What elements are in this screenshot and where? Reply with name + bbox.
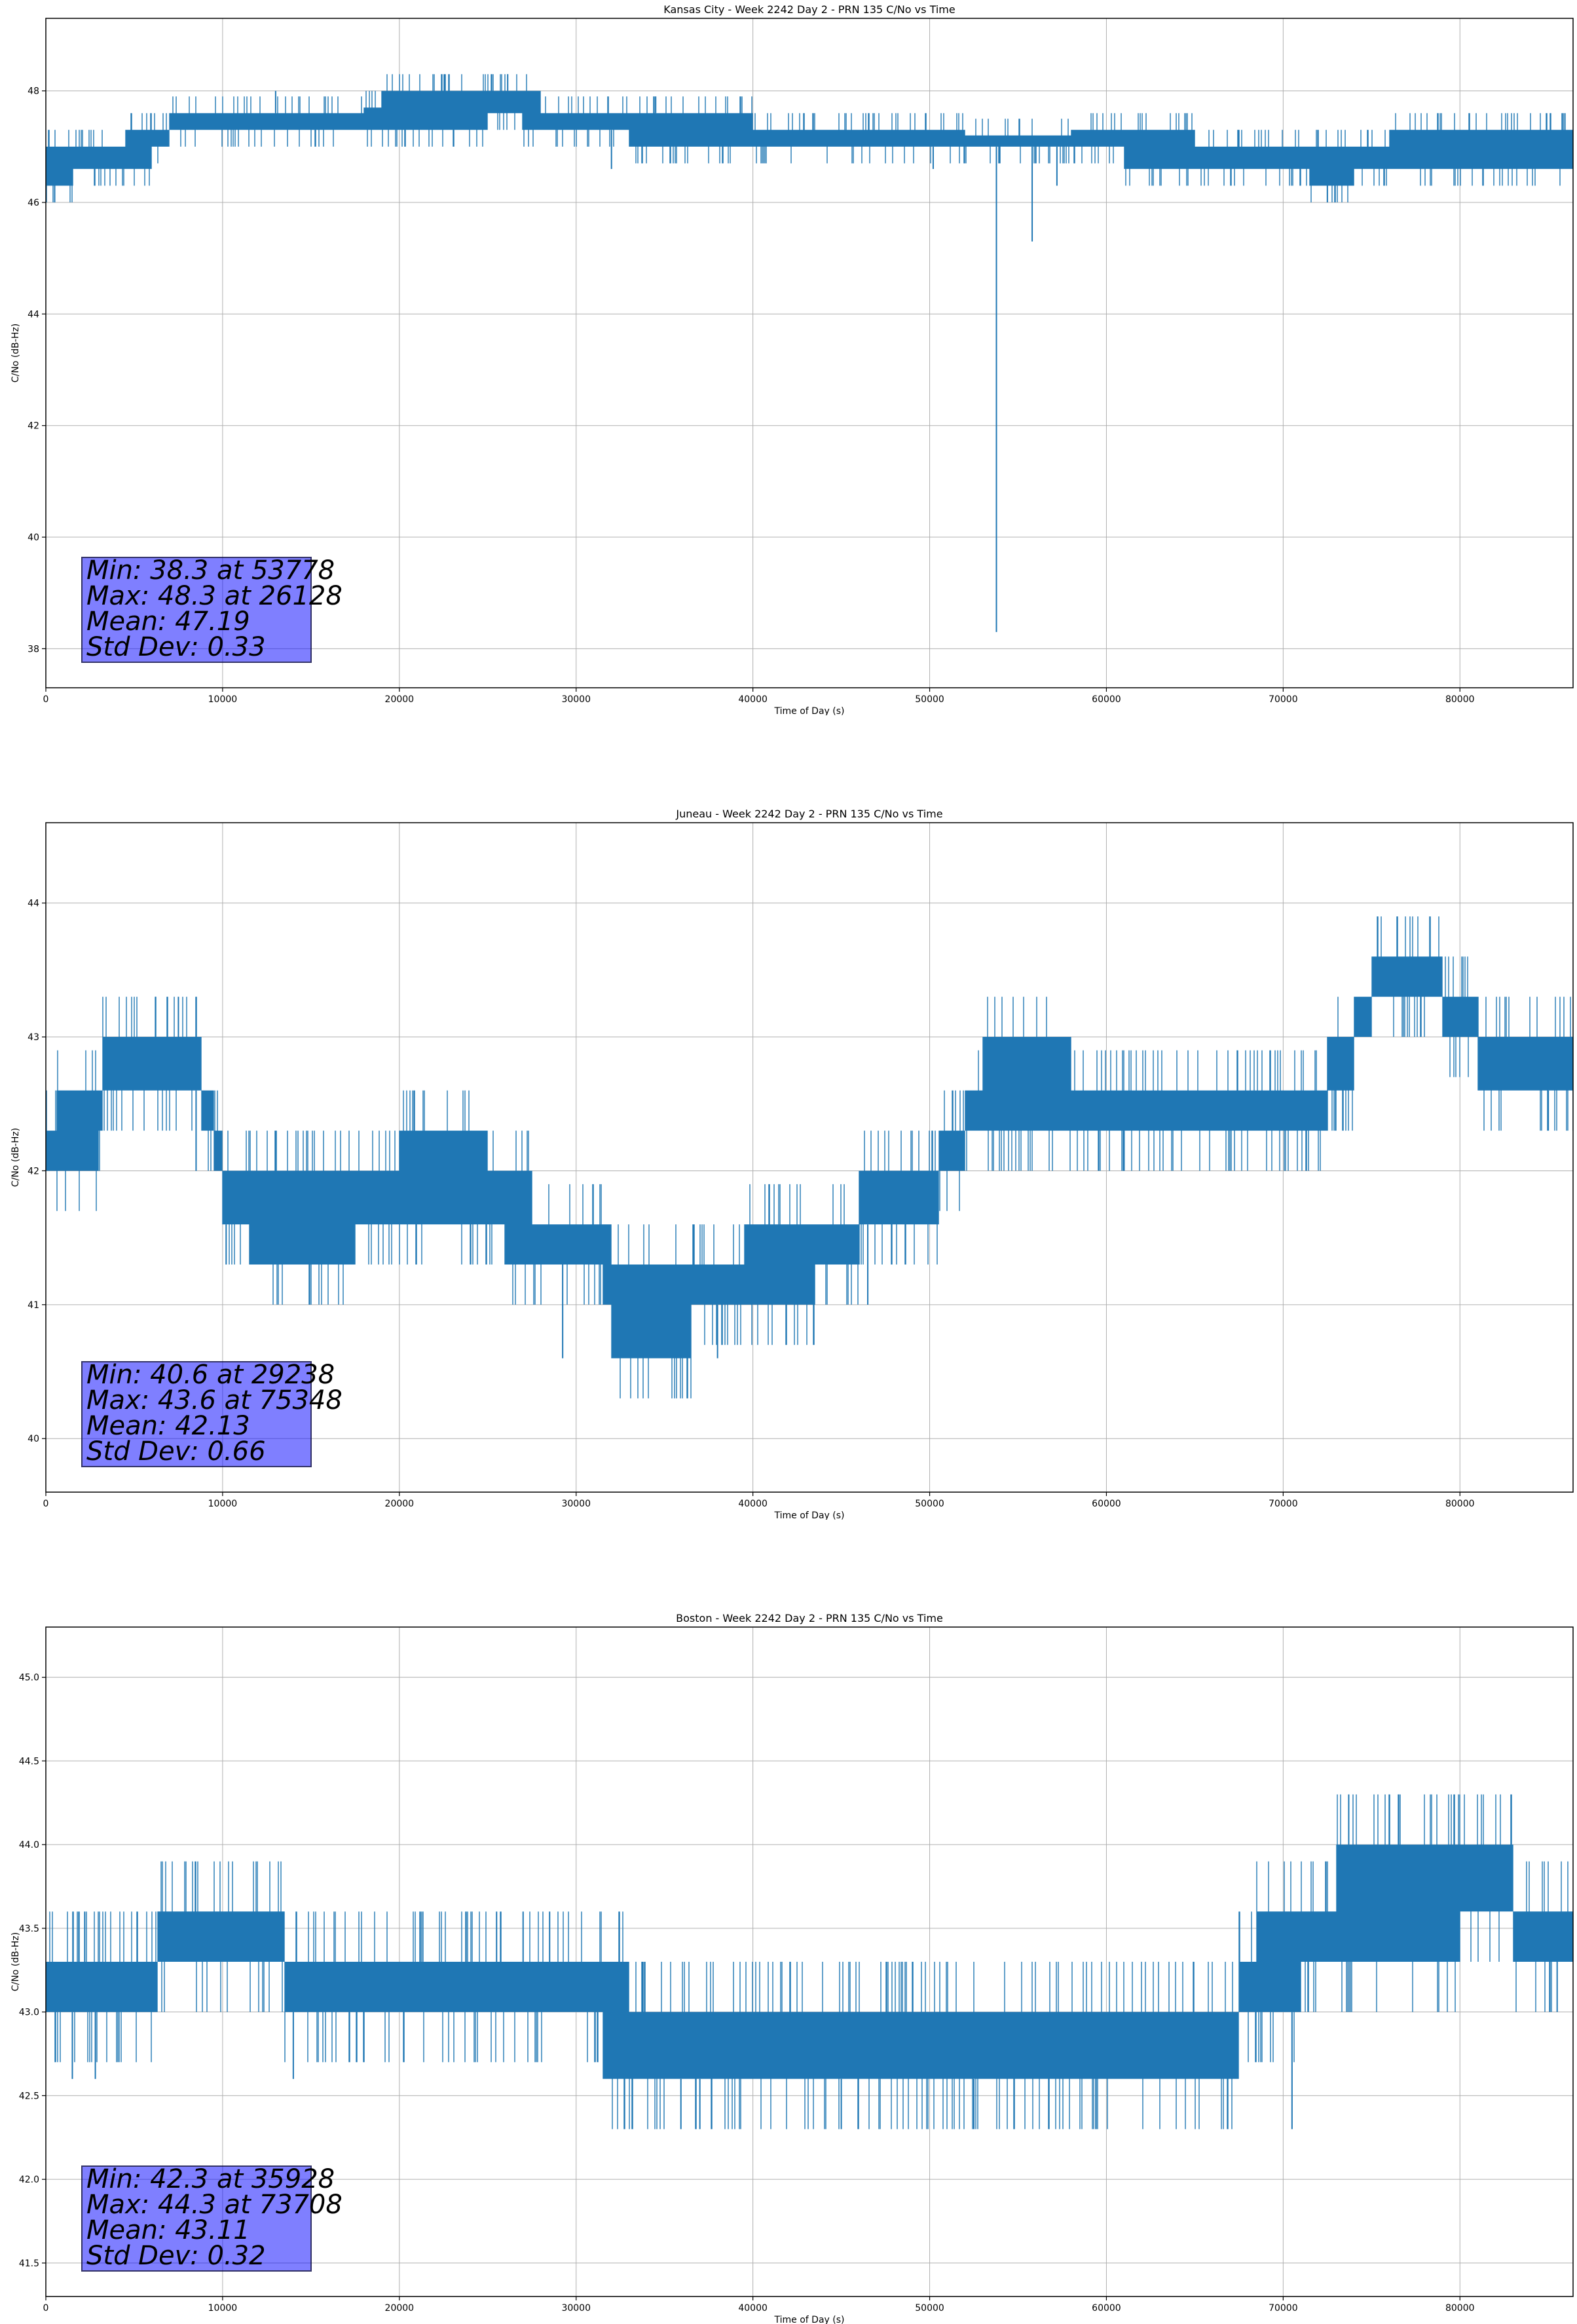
y-tick-label-5: 48	[28, 86, 39, 97]
axes-frame	[45, 1626, 1574, 2297]
series-band	[46, 74, 1573, 202]
chart-title: Kansas City - Week 2242 Day 2 - PRN 135 …	[663, 3, 955, 16]
x-tick-label-0: 0	[43, 2303, 49, 2314]
x-tick-label-8: 80000	[1445, 1499, 1475, 1509]
stats-box: Min: 42.3 at 35928 Max: 44.3 at 73708 Mean…	[81, 2164, 343, 2272]
series-data	[46, 1794, 1573, 2129]
x-axis: 0 10000 20000 30000 40000 50000 60000 70000 8000…	[43, 2296, 1475, 2314]
x-tick-label-1: 10000	[208, 2303, 238, 2314]
stats-min: Min: 40.6 at 29238	[86, 1360, 335, 1390]
stats-std: Std Dev: 0.33	[86, 632, 266, 662]
stats-mean: Mean: 42.13	[86, 1411, 250, 1441]
x-tick-label-4: 40000	[738, 694, 768, 705]
y-axis: 40 41 42 43 44	[28, 899, 46, 1444]
y-tick-label-7: 45.0	[19, 1673, 39, 1683]
chart-title: Juneau - Week 2242 Day 2 - PRN 135 C/No …	[675, 808, 942, 820]
y-tick-label-4: 44	[28, 899, 39, 909]
y-tick-label-1: 41	[28, 1300, 39, 1311]
chart-title: Boston - Week 2242 Day 2 - PRN 135 C/No …	[676, 1612, 943, 1624]
x-tick-label-3: 30000	[561, 1499, 591, 1509]
stats-min: Min: 42.3 at 35928	[86, 2164, 335, 2194]
x-tick-label-1: 10000	[208, 694, 238, 705]
x-axis-label: Time of Day (s)	[774, 1510, 845, 1520]
x-tick-label-6: 60000	[1092, 2303, 1121, 2314]
x-tick-label-7: 70000	[1269, 2303, 1298, 2314]
x-tick-label-8: 80000	[1445, 694, 1475, 705]
series-band	[46, 916, 1573, 1398]
stats-box: Min: 40.6 at 29238 Max: 43.6 at 75348 Mean…	[81, 1360, 343, 1467]
x-tick-label-0: 0	[43, 1499, 49, 1509]
y-tick-label-4: 46	[28, 198, 39, 208]
y-tick-label-0: 40	[28, 1434, 39, 1444]
x-tick-label-5: 50000	[915, 2303, 944, 2314]
series-data	[46, 916, 1573, 1398]
x-tick-label-3: 30000	[561, 694, 591, 705]
stats-mean: Mean: 43.11	[86, 2215, 250, 2245]
x-tick-label-7: 70000	[1269, 694, 1298, 705]
x-tick-label-4: 40000	[738, 1499, 768, 1509]
stats-max: Max: 43.6 at 75348	[86, 1385, 343, 1415]
x-tick-label-8: 80000	[1445, 2303, 1475, 2314]
series-band	[46, 1794, 1573, 2129]
x-tick-label-4: 40000	[738, 2303, 768, 2314]
y-tick-label-3: 43.0	[19, 2008, 39, 2018]
y-tick-label-2: 42	[28, 421, 39, 432]
axes-frame	[45, 18, 1574, 688]
y-axis: 41.5 42.0 42.5 43.0 43.5 44.0 44.5 45.0	[19, 1673, 46, 2269]
y-tick-label-4: 43.5	[19, 1924, 39, 1934]
x-tick-label-7: 70000	[1269, 1499, 1298, 1509]
y-tick-label-0: 41.5	[19, 2258, 39, 2269]
x-tick-label-2: 20000	[385, 2303, 415, 2314]
y-axis-label: C/No (dB-Hz)	[10, 324, 21, 383]
series-data	[46, 74, 1573, 632]
y-tick-label-1: 40	[28, 533, 39, 543]
x-axis: 0 10000 20000 30000 40000 50000 60000 70000 8000…	[43, 1492, 1475, 1509]
x-tick-label-6: 60000	[1092, 1499, 1121, 1509]
x-axis-label: Time of Day (s)	[774, 706, 845, 715]
x-tick-label-5: 50000	[915, 1499, 944, 1509]
y-tick-label-3: 43	[28, 1032, 39, 1043]
x-tick-label-5: 50000	[915, 694, 944, 705]
x-axis: 0 10000 20000 30000 40000 50000 60000 70000 8000…	[43, 688, 1475, 705]
y-tick-label-0: 38	[28, 644, 39, 654]
chart-panel-0: Kansas City - Week 2242 Day 2 - PRN 135 …	[10, 3, 1574, 715]
y-axis-label: C/No (dB-Hz)	[10, 1128, 21, 1187]
stats-max: Max: 44.3 at 73708	[86, 2190, 343, 2220]
y-tick-label-2: 42	[28, 1166, 39, 1176]
stats-std: Std Dev: 0.32	[86, 2241, 266, 2271]
stats-std: Std Dev: 0.66	[86, 1436, 266, 1467]
stats-mean: Mean: 47.19	[86, 607, 250, 637]
y-tick-label-3: 44	[28, 309, 39, 320]
x-tick-label-3: 30000	[561, 2303, 591, 2314]
y-tick-label-5: 44.0	[19, 1840, 39, 1850]
x-tick-label-2: 20000	[385, 694, 415, 705]
y-tick-label-1: 42.0	[19, 2175, 39, 2185]
chart-panel-1: Juneau - Week 2242 Day 2 - PRN 135 C/No …	[10, 808, 1574, 1520]
x-tick-label-1: 10000	[208, 1499, 238, 1509]
stats-max: Max: 48.3 at 26128	[86, 581, 343, 611]
x-tick-label-2: 20000	[385, 1499, 415, 1509]
stats-box: Min: 38.3 at 53778 Max: 48.3 at 26128 Mean…	[81, 555, 343, 663]
y-axis: 38 40 42 44 46 48	[28, 86, 46, 654]
x-tick-label-6: 60000	[1092, 694, 1121, 705]
y-tick-label-6: 44.5	[19, 1756, 39, 1767]
x-tick-label-0: 0	[43, 694, 49, 705]
stats-min: Min: 38.3 at 53778	[86, 555, 335, 586]
y-tick-label-2: 42.5	[19, 2091, 39, 2101]
axes-frame	[45, 822, 1574, 1493]
y-axis-label: C/No (dB-Hz)	[10, 1932, 21, 1991]
x-axis-label: Time of Day (s)	[774, 2315, 845, 2324]
